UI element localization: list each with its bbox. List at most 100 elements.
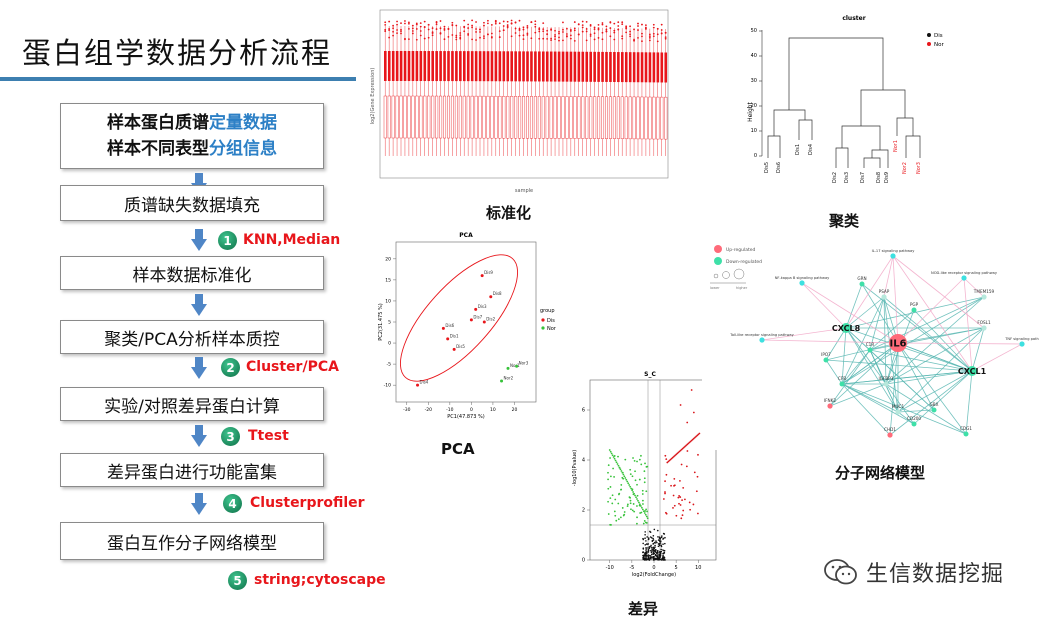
box-outlier	[522, 28, 525, 31]
volcano-point	[679, 496, 682, 498]
volcano-point	[650, 544, 652, 547]
network-legend-lower: lower	[710, 286, 720, 290]
pca-confidence-ellipse	[399, 254, 519, 382]
volcano-point	[661, 535, 663, 537]
box-upper	[518, 51, 521, 82]
box-lower	[656, 96, 660, 140]
volcano-point	[670, 484, 672, 487]
volcano-point	[636, 494, 639, 497]
cluster-leaf-label: Dis5	[764, 162, 770, 173]
input-line-2: 样本不同表型分组信息	[107, 136, 277, 162]
network-node-label: C1R	[866, 342, 875, 347]
volcano-point	[647, 537, 650, 539]
flow-arrow-icon	[191, 229, 207, 251]
volcano-point	[631, 475, 634, 478]
pca-legend-title: group	[540, 308, 555, 314]
box-outlier	[435, 23, 438, 26]
network-node	[859, 281, 865, 287]
box-upper	[581, 51, 585, 82]
network-node	[981, 294, 987, 300]
pca-point-label: Dis7	[473, 314, 482, 319]
network-node-label: IPO7	[821, 352, 831, 357]
volcano-point	[664, 492, 666, 495]
box-outlier	[613, 22, 616, 25]
network-edge	[761, 339, 899, 344]
input-line-1-highlight: 定量数据	[209, 113, 277, 133]
volcano-point	[659, 556, 661, 559]
volcano-point	[611, 494, 614, 497]
volcano-point	[652, 551, 655, 554]
box-outlier	[585, 20, 588, 23]
box-outlier	[411, 24, 414, 27]
volcano-point	[628, 496, 631, 499]
network-node	[911, 421, 917, 427]
pca-legend-dis: Dis	[547, 318, 555, 324]
cluster-leaf-label: Dis6	[776, 162, 782, 173]
box-outlier	[415, 28, 418, 30]
network-edge	[861, 283, 973, 372]
volcano-point	[612, 456, 615, 458]
volcano-point	[681, 514, 684, 517]
box-outlier	[392, 27, 394, 30]
box-upper	[466, 51, 470, 82]
box-outlier	[597, 37, 600, 39]
cluster-leaf-label: Dis1	[795, 144, 801, 155]
box-upper	[494, 51, 498, 82]
box-lower	[636, 96, 640, 140]
box-outlier	[558, 30, 560, 33]
box-outlier	[510, 22, 513, 25]
volcano-point	[685, 465, 688, 468]
volcano-point	[625, 478, 628, 481]
network-caption: 分子网络模型	[835, 464, 926, 482]
box-upper	[561, 51, 565, 82]
volcano-point	[692, 411, 695, 414]
network-edge	[869, 296, 985, 351]
box-outlier	[459, 37, 462, 40]
volcano-point	[616, 463, 619, 465]
network-edge	[801, 282, 847, 329]
box-outlier	[431, 32, 434, 35]
box-outlier	[613, 31, 616, 34]
volcano-point	[690, 389, 693, 391]
box-upper	[542, 51, 545, 82]
volcano-xtick-label: 0	[652, 565, 655, 571]
volcano-point	[659, 542, 662, 544]
volcano-point	[657, 539, 660, 541]
volcano-point	[634, 470, 636, 473]
box-outlier	[526, 32, 529, 35]
box-outlier	[487, 19, 489, 22]
volcano-point	[651, 548, 653, 551]
box-upper	[502, 51, 506, 82]
box-outlier	[467, 34, 470, 36]
volcano-point	[626, 505, 629, 508]
box-outlier	[522, 34, 525, 37]
box-upper	[585, 51, 589, 82]
box-outlier	[581, 26, 584, 29]
volcano-point	[678, 494, 681, 497]
box-lower	[490, 95, 494, 139]
volcano-point	[649, 530, 651, 533]
volcano-point	[621, 507, 624, 509]
box-lower	[407, 95, 411, 139]
cluster-leaf-label: Dis3	[844, 172, 850, 183]
volcano-point	[659, 538, 661, 540]
box-outlier	[656, 27, 659, 30]
box-outlier	[530, 37, 533, 40]
box-outlier	[613, 38, 616, 41]
volcano-ylabel: -log10(Pvalue)	[572, 450, 578, 486]
volcano-point	[636, 498, 638, 500]
box-outlier	[490, 32, 493, 35]
box-outlier	[581, 30, 584, 33]
box-upper	[526, 51, 529, 82]
volcano-point	[640, 463, 643, 466]
network-node	[963, 431, 969, 437]
pca-point-label: Nor2	[504, 375, 514, 380]
box-lower	[518, 96, 522, 139]
volcano-point	[643, 481, 646, 484]
network-node-label: IL-17 signaling pathway	[872, 249, 916, 253]
volcano-point	[631, 509, 634, 512]
volcano-point	[679, 404, 682, 406]
box-outlier	[605, 25, 608, 28]
box-outlier	[447, 28, 450, 30]
volcano-point	[643, 558, 646, 561]
